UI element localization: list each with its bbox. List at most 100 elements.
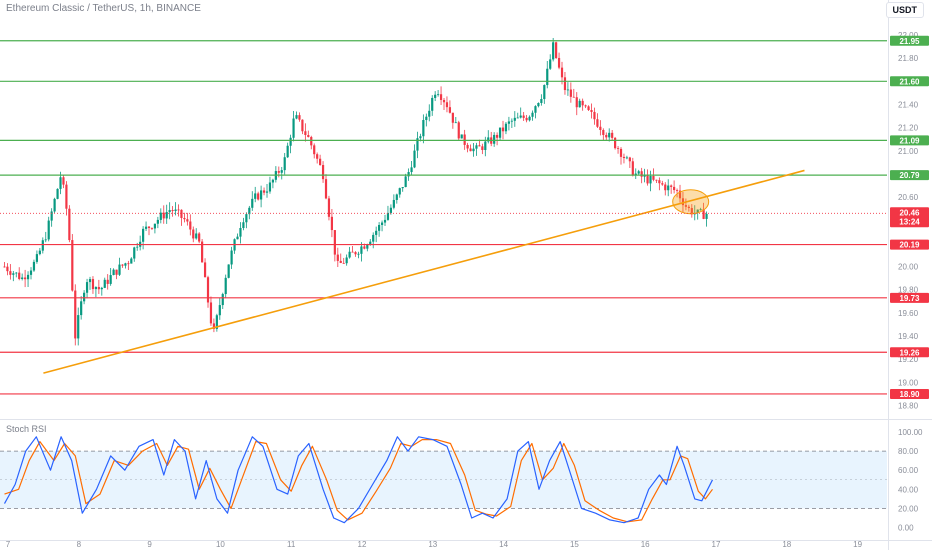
price-tick-label: 19.00	[898, 378, 919, 387]
candle-body	[569, 89, 572, 97]
candle-body	[357, 253, 360, 255]
candle-body	[419, 136, 422, 139]
stoch-tick-label: 100.00	[898, 428, 923, 437]
support-price-label: 19.26	[899, 348, 920, 357]
last-price-tag	[890, 207, 929, 228]
candle-body	[150, 227, 154, 229]
candle-body	[174, 209, 177, 211]
candle-body	[298, 115, 301, 120]
candle-body	[622, 156, 626, 159]
stoch-tick-label: 80.00	[898, 447, 919, 456]
candle-body	[206, 277, 210, 303]
stoch-tick-label: 0.00	[898, 524, 914, 533]
candle-body	[425, 116, 428, 121]
candle-body	[118, 264, 121, 275]
candle-body	[35, 254, 39, 262]
candle-body	[705, 213, 708, 219]
support-price-tag	[890, 347, 929, 358]
candle-body	[198, 233, 201, 242]
candle-body	[254, 193, 257, 199]
candle-body	[383, 219, 387, 223]
candle-body	[546, 68, 549, 86]
candle-body	[230, 250, 233, 265]
candle-body	[549, 59, 552, 69]
candle-body	[655, 179, 658, 181]
candle-body	[552, 42, 555, 60]
time-tick-label: 18	[782, 540, 791, 549]
candle-body	[475, 145, 478, 149]
candle-body	[29, 270, 33, 275]
candle-body	[177, 209, 180, 211]
candle-body	[602, 129, 605, 135]
price-tick-label: 22.00	[898, 31, 919, 40]
candle-body	[183, 217, 186, 220]
candle-body	[628, 157, 631, 162]
highlight-ellipse	[672, 189, 710, 215]
time-tick-label: 12	[358, 540, 367, 549]
support-price-tag	[890, 239, 929, 250]
candle-body	[463, 134, 466, 145]
candle-body	[339, 260, 342, 263]
candle-body	[295, 115, 298, 119]
candle-body	[578, 100, 581, 108]
candle-body	[201, 241, 204, 263]
candle-body	[378, 224, 381, 231]
candle-body	[124, 263, 127, 266]
currency-button[interactable]: USDT	[885, 2, 924, 18]
candle-body	[121, 264, 124, 266]
candle-body	[333, 230, 336, 255]
candle-body	[168, 210, 171, 213]
candle-body	[404, 176, 407, 188]
candle-body	[186, 219, 189, 222]
candle-body	[590, 110, 593, 112]
candle-body	[324, 179, 328, 199]
time-tick-label: 19	[853, 540, 862, 549]
time-tick-label: 11	[287, 540, 296, 549]
candle-body	[301, 119, 304, 132]
candle-body	[658, 180, 661, 184]
candle-body	[566, 89, 570, 91]
candle-body	[681, 198, 685, 206]
candle-body	[47, 220, 50, 240]
candle-body	[94, 286, 98, 290]
candle-body	[212, 323, 216, 329]
candle-body	[608, 132, 611, 138]
candle-body	[203, 262, 207, 278]
candle-body	[44, 239, 47, 241]
symbol-title: Ethereum Classic / TetherUS, 1h, BINANCE	[6, 3, 201, 14]
stoch-tick-label: 40.00	[898, 485, 919, 494]
candle-body	[493, 134, 496, 144]
stoch-k-line	[3, 436, 714, 524]
candle-body	[316, 154, 319, 159]
candle-body	[257, 193, 260, 200]
candle-body	[363, 246, 366, 249]
candle-body	[310, 137, 313, 146]
candle-body	[581, 100, 584, 106]
candle-body	[670, 185, 673, 187]
candle-body	[242, 222, 245, 228]
candle-body	[448, 107, 452, 113]
candle-body	[439, 94, 443, 100]
bar-countdown-label: 13:24	[899, 217, 920, 226]
candle-body	[496, 134, 499, 138]
support-price-label: 18.90	[899, 390, 920, 399]
candle-body	[6, 266, 9, 272]
candle-body	[431, 97, 434, 111]
candle-body	[375, 230, 378, 235]
candle-body	[678, 190, 682, 199]
candle-body	[336, 254, 339, 261]
candle-body	[522, 115, 525, 118]
candle-body	[195, 233, 198, 239]
candle-body	[631, 161, 634, 176]
candle-body	[53, 198, 56, 212]
time-tick-label: 16	[641, 540, 650, 549]
candle-body	[510, 120, 513, 122]
candle-body	[649, 175, 652, 184]
stoch-d-line	[4, 439, 713, 523]
candle-body	[97, 286, 100, 290]
candle-body	[41, 240, 44, 251]
price-tick-label: 19.20	[898, 355, 919, 364]
